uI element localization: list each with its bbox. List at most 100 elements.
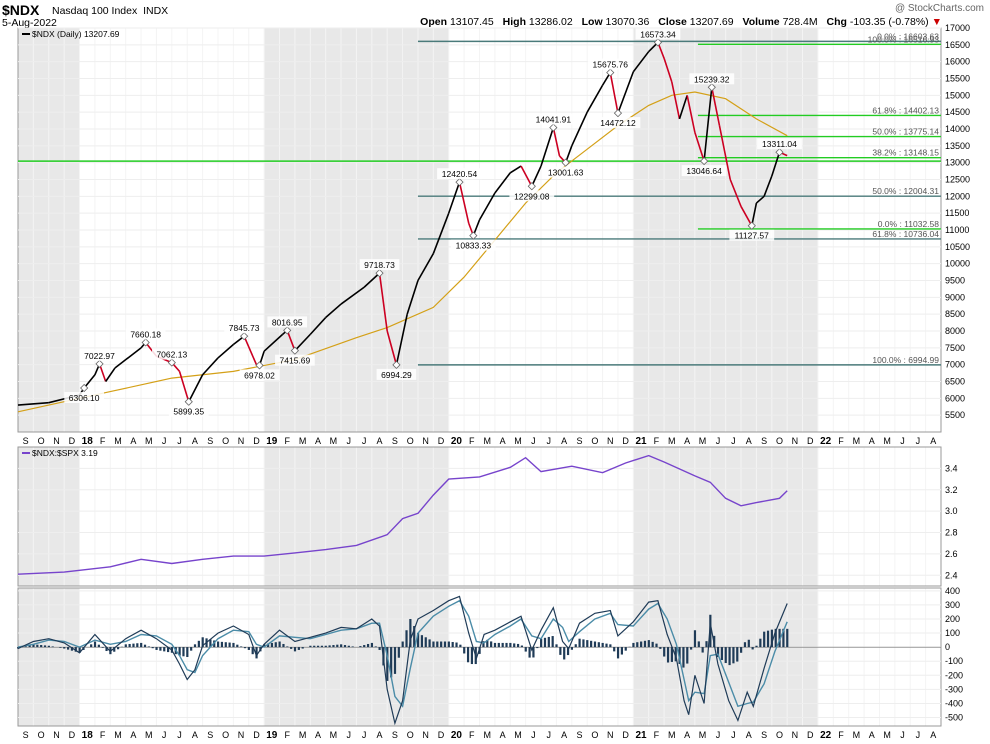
fib-level-label: 100.0% : 6994.99 — [872, 355, 939, 365]
histogram-bar — [366, 643, 370, 648]
x-tick-label: D — [622, 730, 629, 740]
pivot-marker — [561, 158, 570, 167]
histogram-bar — [124, 644, 127, 648]
histogram-bar — [193, 644, 197, 648]
x-tick-label: O — [38, 436, 45, 446]
x-tick-label: 18 — [82, 730, 94, 741]
histogram-bar — [147, 646, 150, 648]
histogram-bar — [336, 644, 339, 648]
histogram-bar — [486, 639, 489, 648]
x-tick-label: S — [576, 436, 582, 446]
x-tick-label: D — [807, 436, 814, 446]
x-tick-label: D — [438, 436, 445, 446]
high-value: 13286.02 — [528, 16, 573, 28]
y-tick-label: 3.4 — [945, 463, 958, 473]
pivot-annotation-bg — [275, 354, 315, 366]
price-segment — [632, 51, 650, 73]
pivot-marker — [290, 346, 300, 355]
pivot-annotation: 6306.10 — [64, 392, 104, 404]
price-segment — [531, 165, 542, 187]
x-tick-label: N — [792, 730, 799, 740]
x-tick-label: M — [853, 730, 861, 740]
histogram-bar — [136, 643, 139, 648]
x-tick-label: M — [330, 730, 338, 740]
histogram-bar — [263, 644, 266, 648]
pivot-annotation-label: 6994.29 — [381, 370, 412, 380]
x-tick-label: J — [716, 730, 721, 740]
pivot-annotation-label: 13311.04 — [762, 139, 797, 149]
x-tick-label: 20 — [451, 730, 463, 741]
price-segment — [729, 179, 742, 207]
histogram-bar — [232, 642, 235, 648]
histogram-bar — [247, 647, 250, 650]
histogram-bar — [282, 643, 285, 648]
pivot-annotation-label: 14472.12 — [600, 118, 636, 128]
histogram-bar — [640, 641, 643, 648]
price-segment — [263, 333, 284, 352]
pivot-annotation: 5899.35 — [168, 405, 209, 417]
histogram-bar — [663, 647, 666, 657]
histogram-bar — [182, 647, 185, 657]
y-tick-label: 16500 — [945, 40, 970, 50]
histogram-bar — [601, 642, 604, 648]
histogram-bar — [697, 641, 700, 648]
histogram-bar — [266, 643, 270, 648]
histogram-bar — [32, 644, 35, 648]
price-segment — [755, 195, 765, 204]
histogram-bar — [728, 647, 731, 666]
histogram-bar — [605, 643, 608, 648]
x-tick-label: N — [607, 730, 614, 740]
open-label: Open — [420, 16, 448, 28]
pivot-annotation-label: 15675.76 — [593, 60, 629, 70]
x-tick-label: M — [514, 730, 522, 740]
price-segment — [243, 335, 258, 365]
x-tick-label: J — [916, 730, 921, 740]
price-segment — [309, 316, 327, 335]
x-tick-label: S — [23, 436, 29, 446]
macd-line — [17, 595, 788, 726]
y-tick-label: 16000 — [945, 57, 970, 67]
histogram-bar — [343, 645, 347, 648]
price-segment — [678, 95, 688, 120]
histogram-bar — [243, 647, 247, 649]
pivot-annotation-bg — [64, 392, 104, 404]
price-segment — [751, 202, 758, 226]
histogram-bar — [143, 644, 147, 648]
histogram-bar — [466, 647, 470, 663]
chg-label: Chg — [826, 16, 847, 28]
x-tick-label: N — [422, 730, 429, 740]
histogram-bar — [397, 647, 400, 658]
y-tick-label: 200 — [945, 614, 960, 624]
pivot-annotation-label: 12420.54 — [442, 169, 478, 179]
histogram-bar — [690, 647, 693, 650]
pivot-marker — [606, 68, 615, 77]
pivot-annotation: 16573.34 — [635, 28, 681, 39]
x-tick-label: O — [222, 436, 229, 446]
x-tick-label: F — [100, 730, 106, 740]
histogram-bar — [643, 640, 647, 648]
histogram-bar — [151, 647, 154, 649]
histogram-bar — [705, 641, 708, 648]
x-tick-label: S — [392, 436, 398, 446]
histogram-bar — [693, 630, 697, 648]
histogram-bar — [220, 641, 224, 648]
panel-3 — [17, 587, 942, 727]
histogram-bar — [440, 641, 443, 648]
x-tick-label: F — [284, 730, 290, 740]
histogram-bar — [732, 647, 735, 664]
pivot-annotation-bg — [151, 348, 192, 360]
pivot-annotation: 12299.08 — [509, 190, 555, 202]
pivot-marker — [95, 359, 104, 368]
histogram-bar — [547, 636, 550, 648]
pivot-annotation-label: 13001.63 — [548, 168, 584, 178]
histogram-bar — [59, 647, 62, 648]
histogram-bar — [240, 646, 243, 648]
x-tick-label: A — [377, 730, 383, 740]
histogram-bar — [320, 645, 324, 648]
histogram-bar — [43, 645, 47, 648]
histogram-bar — [255, 647, 258, 659]
histogram-bar — [686, 647, 689, 664]
pivot-annotation-bg — [359, 259, 400, 271]
price-segment — [571, 111, 588, 147]
x-tick-label: J — [900, 730, 905, 740]
